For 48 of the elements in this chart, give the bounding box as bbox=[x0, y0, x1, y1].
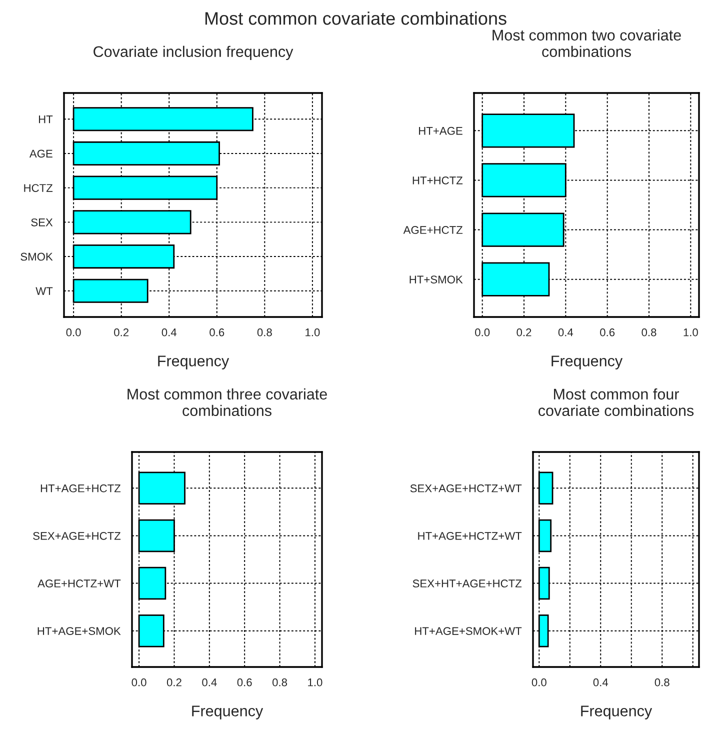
y-tick-label: HT+AGE+HCTZ bbox=[40, 484, 121, 492]
x-tick-label: 0.4 bbox=[558, 328, 574, 336]
chart-title: Most common two covariate combinations bbox=[492, 29, 681, 58]
x-axis-title: Frequency bbox=[581, 706, 652, 720]
y-tick-label: SEX+AGE+HCTZ+WT bbox=[410, 484, 522, 492]
y-tick-label: AGE bbox=[29, 150, 52, 158]
x-tick-label: 0.8 bbox=[642, 328, 656, 336]
y-tick-label: HT+AGE+SMOK+WT bbox=[415, 627, 522, 635]
x-tick-label: 0.0 bbox=[475, 328, 490, 336]
y-tick-label: SEX bbox=[31, 218, 53, 226]
x-tick-label: 1.0 bbox=[684, 328, 698, 336]
chart-title: Most common three covariate combinations bbox=[128, 388, 327, 416]
chart-title: Most common four covariate combinations bbox=[538, 388, 694, 416]
y-tick-label: SEX+HT+AGE+HCTZ bbox=[412, 580, 522, 588]
x-tick-label: 0.8 bbox=[257, 328, 272, 336]
y-tick-label: SMOK bbox=[20, 252, 53, 261]
x-tick-label: 0.8 bbox=[654, 678, 670, 686]
y-tick-label: HT+HCTZ bbox=[412, 176, 463, 184]
x-tick-label: 0.6 bbox=[600, 328, 615, 336]
y-tick-label: HT+AGE bbox=[419, 126, 462, 135]
x-tick-label: 0.0 bbox=[532, 678, 546, 686]
y-tick-label: HT bbox=[38, 115, 53, 124]
x-tick-label: 0.0 bbox=[132, 678, 146, 686]
y-tick-label: AGE+HCTZ bbox=[403, 226, 463, 234]
x-tick-label: 0.2 bbox=[114, 328, 128, 336]
x-tick-label: 0.4 bbox=[593, 678, 608, 686]
y-tick-label: HCTZ bbox=[24, 184, 53, 192]
x-tick-label: 0.6 bbox=[210, 328, 224, 336]
y-tick-label: AGE+HCTZ+WT bbox=[38, 580, 121, 588]
x-axis-title: Frequency bbox=[552, 356, 623, 370]
y-tick-label: SEX+AGE+HCTZ bbox=[33, 532, 121, 540]
x-axis-title: Frequency bbox=[192, 706, 264, 720]
text: Most common covariate combinations bbox=[205, 12, 506, 25]
x-tick-label: 0.8 bbox=[272, 678, 288, 686]
y-tick-label: WT bbox=[36, 287, 53, 295]
x-axis-title: Frequency bbox=[158, 356, 230, 370]
x-tick-label: 0.4 bbox=[202, 678, 217, 686]
y-tick-label: HT+AGE+HCTZ+WT bbox=[418, 532, 522, 540]
x-tick-label: 1.0 bbox=[308, 678, 322, 686]
x-tick-label: 0.6 bbox=[237, 678, 252, 686]
x-tick-label: 0.2 bbox=[166, 678, 182, 686]
x-tick-label: 0.4 bbox=[162, 328, 177, 336]
x-tick-label: 0.0 bbox=[66, 328, 81, 336]
x-tick-label: 1.0 bbox=[306, 328, 320, 336]
y-tick-label: HT+AGE+SMOK bbox=[38, 627, 121, 635]
x-tick-label: 0.2 bbox=[516, 328, 532, 336]
y-tick-label: HT+SMOK bbox=[410, 276, 463, 284]
chart-title: Covariate inclusion frequency bbox=[94, 46, 294, 60]
